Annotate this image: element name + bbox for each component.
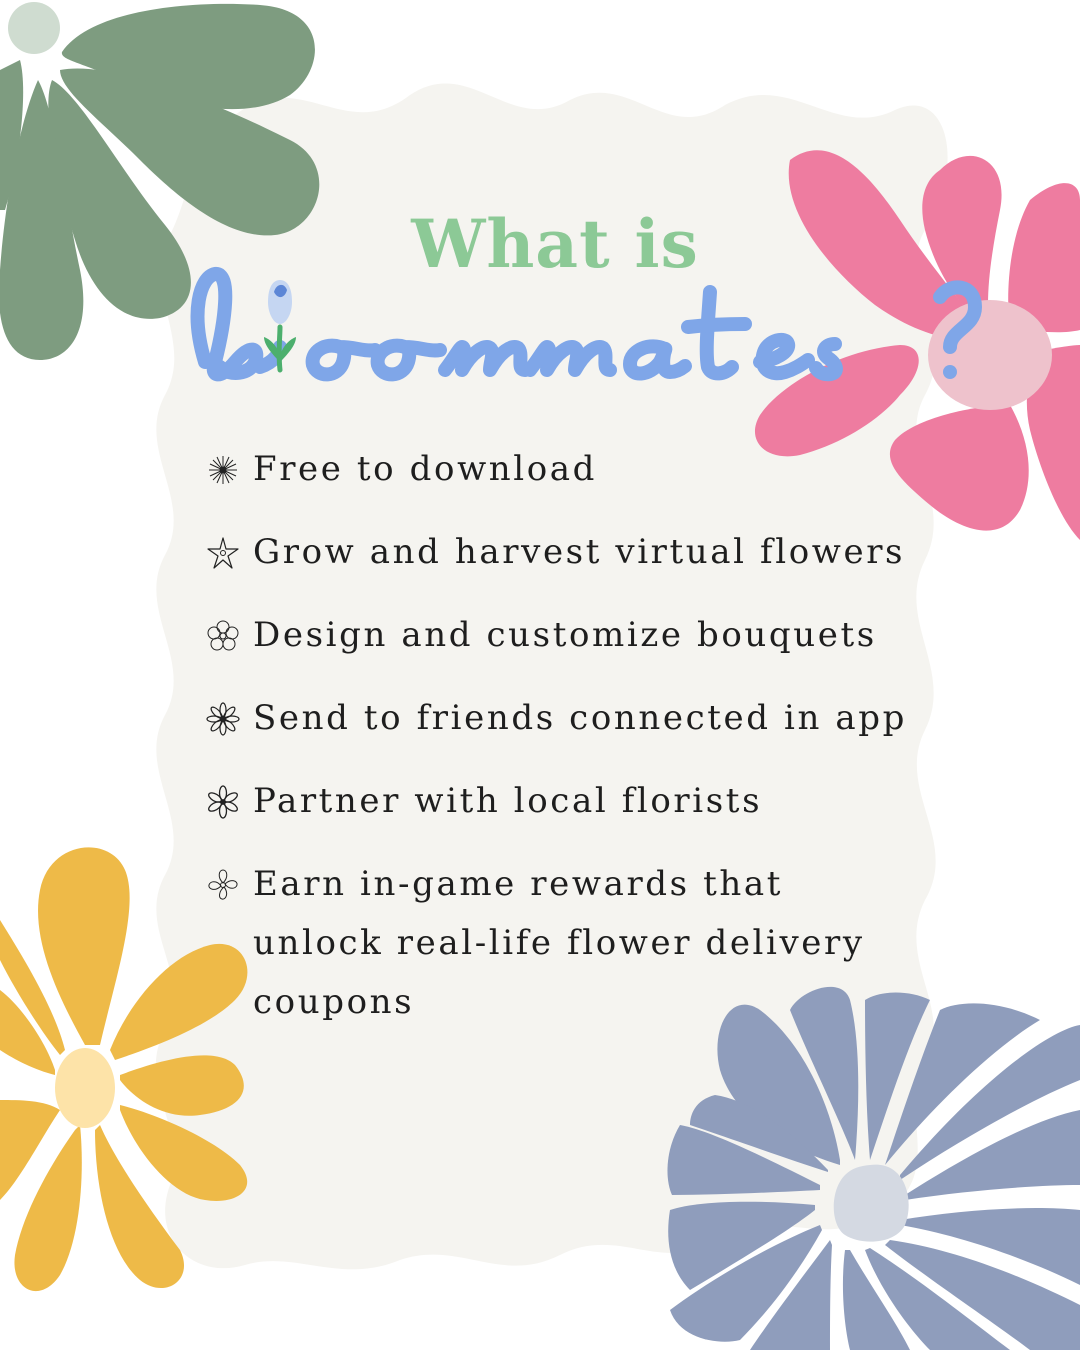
cream-wavy-panel [155, 83, 948, 1270]
list-item: Free to download [205, 440, 925, 499]
list-item: Design and customize bouquets [205, 606, 925, 665]
feature-text: Free to download [253, 449, 598, 489]
feature-list: Free to download Grow and harvest virtua… [205, 440, 925, 1056]
list-item: Earn in-game rewards that unlock real-li… [205, 855, 925, 1032]
list-item: Grow and harvest virtual flowers [205, 523, 925, 582]
feature-text: Earn in-game rewards that unlock real-li… [253, 864, 865, 1022]
daisy-icon [209, 456, 237, 484]
list-item: Partner with local florists [205, 772, 925, 831]
asterisk-flower-icon [208, 785, 238, 819]
feature-text: Design and customize bouquets [253, 615, 877, 655]
list-item: Send to friends connected in app [205, 689, 925, 748]
star-flower-icon [207, 537, 239, 569]
feature-text: Grow and harvest virtual flowers [253, 532, 906, 572]
feature-text: Partner with local florists [253, 781, 763, 821]
blue-flower-decoration [667, 986, 1080, 1350]
petal-flower-icon [208, 869, 238, 900]
tulip-icon [264, 280, 296, 373]
heading-what-is: What is [411, 205, 699, 283]
sunburst-flower-icon [206, 702, 240, 736]
feature-text: Send to friends connected in app [253, 698, 907, 738]
brand-logo: bioommates [190, 267, 982, 382]
blossom-icon [207, 620, 239, 651]
pink-flower-decoration [754, 150, 1080, 540]
yellow-flower-decoration [0, 847, 248, 1292]
green-flower-decoration [0, 2, 320, 360]
